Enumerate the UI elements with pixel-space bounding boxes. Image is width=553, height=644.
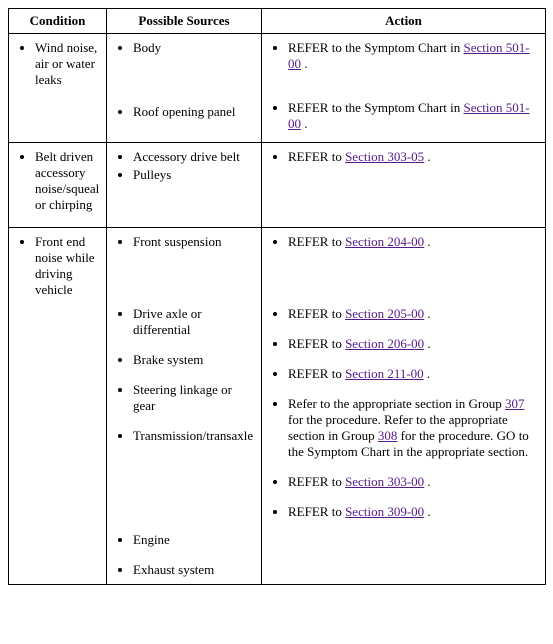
source-item: Drive axle or differential: [133, 306, 255, 338]
action-item: REFER to Section 303-05 .: [288, 149, 539, 165]
source-item: Front suspension: [133, 234, 255, 250]
action-cell: REFER to the Symptom Chart in Section 50…: [262, 34, 546, 143]
source-item: Steering linkage or gear: [133, 382, 255, 414]
condition-cell: Belt driven accessory noise/squeal or ch…: [9, 143, 107, 228]
source-item: Transmission/transaxle: [133, 428, 255, 444]
source-item: Exhaust system: [133, 562, 255, 578]
condition-text: Belt driven accessory noise/squeal or ch…: [35, 149, 100, 213]
condition-cell: Wind noise, air or water leaks: [9, 34, 107, 143]
table-row: Belt driven accessory noise/squeal or ch…: [9, 143, 546, 228]
action-item: REFER to the Symptom Chart in Section 50…: [288, 100, 539, 132]
action-item: REFER to Section 303-00 .: [288, 474, 539, 490]
section-link[interactable]: 307: [505, 396, 525, 411]
section-link[interactable]: Section 211-00: [345, 366, 424, 381]
action-cell: REFER to Section 303-05 .: [262, 143, 546, 228]
header-sources: Possible Sources: [107, 9, 262, 34]
action-item: REFER to Section 205-00 .: [288, 306, 539, 322]
header-row: Condition Possible Sources Action: [9, 9, 546, 34]
condition-text: Front end noise while driving vehicle: [35, 234, 100, 298]
section-link[interactable]: Section 205-00: [345, 306, 424, 321]
header-condition: Condition: [9, 9, 107, 34]
source-item: Engine: [133, 532, 255, 548]
section-link[interactable]: Section 204-00: [345, 234, 424, 249]
source-item: Brake system: [133, 352, 255, 368]
action-item: REFER to the Symptom Chart in Section 50…: [288, 40, 539, 72]
table-row: Front end noise while driving vehicle Fr…: [9, 228, 546, 585]
sources-cell: Body Roof opening panel: [107, 34, 262, 143]
source-item: Body: [133, 40, 255, 56]
section-link[interactable]: Section 303-00: [345, 474, 424, 489]
action-item: REFER to Section 211-00 .: [288, 366, 539, 382]
section-link[interactable]: 308: [378, 428, 398, 443]
action-item: REFER to Section 204-00 .: [288, 234, 539, 250]
action-item: REFER to Section 206-00 .: [288, 336, 539, 352]
sources-cell: Front suspension Drive axle or different…: [107, 228, 262, 585]
source-item: Roof opening panel: [133, 104, 255, 120]
header-action: Action: [262, 9, 546, 34]
section-link[interactable]: Section 309-00: [345, 504, 424, 519]
action-cell: REFER to Section 204-00 . REFER to Secti…: [262, 228, 546, 585]
table-row: Wind noise, air or water leaks Body Roof…: [9, 34, 546, 143]
diagnostic-table: Condition Possible Sources Action Wind n…: [8, 8, 546, 585]
section-link[interactable]: Section 303-05: [345, 149, 424, 164]
sources-cell: Accessory drive belt Pulleys: [107, 143, 262, 228]
condition-cell: Front end noise while driving vehicle: [9, 228, 107, 585]
action-item: REFER to Section 309-00 .: [288, 504, 539, 520]
action-item: Refer to the appropriate section in Grou…: [288, 396, 539, 460]
section-link[interactable]: Section 206-00: [345, 336, 424, 351]
source-item: Accessory drive belt: [133, 149, 255, 165]
condition-text: Wind noise, air or water leaks: [35, 40, 100, 88]
source-item: Pulleys: [133, 167, 255, 183]
